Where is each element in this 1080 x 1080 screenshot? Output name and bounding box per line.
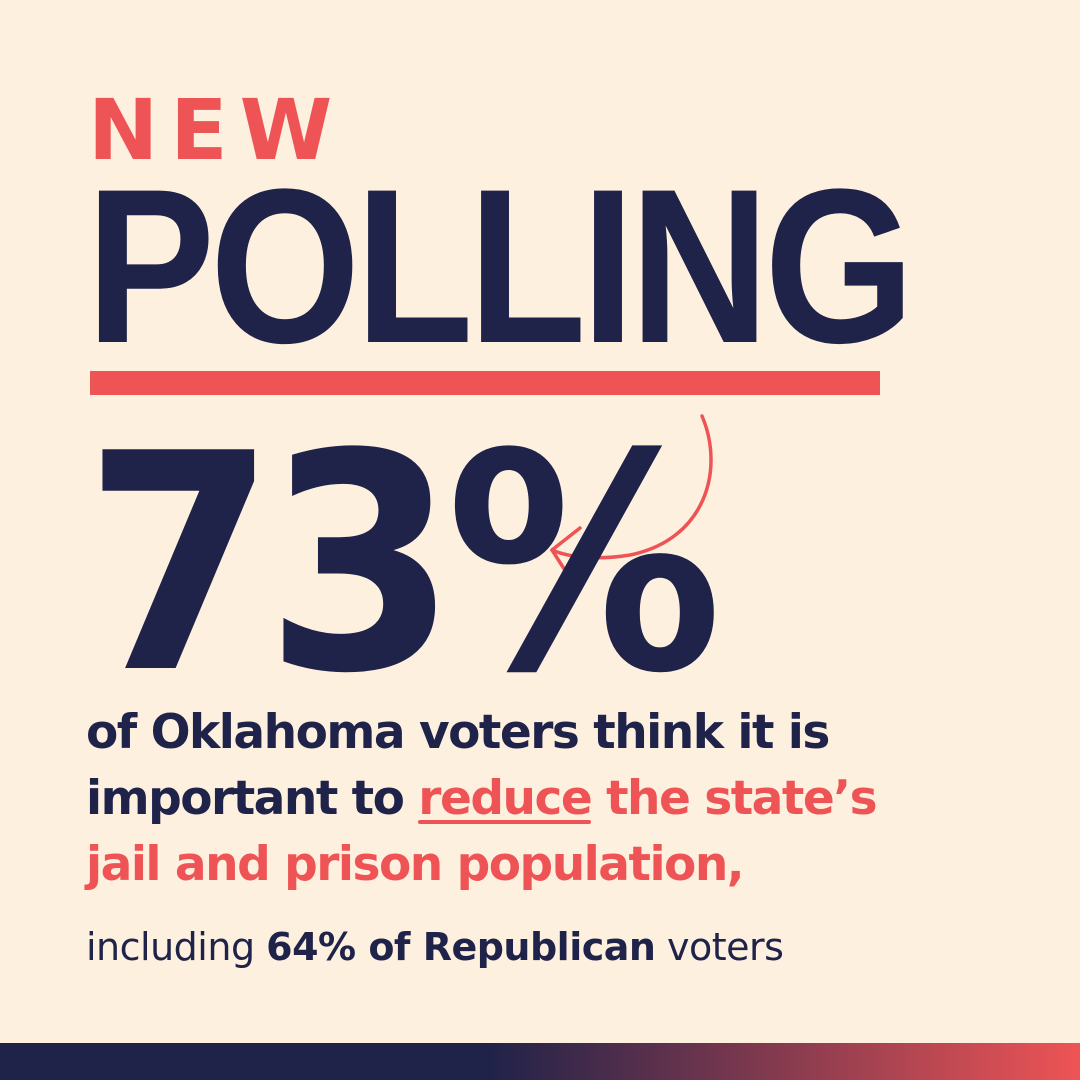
- footnote: including 64% of Republican voters: [86, 922, 986, 972]
- body-line-2: important to reduce the state’s: [86, 766, 986, 832]
- stat-percentage: 73%: [84, 390, 723, 739]
- headline-underline-rule: [90, 371, 880, 395]
- stat-description: of Oklahoma voters think it is important…: [86, 700, 986, 898]
- footer-gradient-bar: [0, 1043, 1080, 1080]
- kicker-label: NEW: [88, 81, 345, 179]
- body-line-2-post: the state’s: [591, 771, 878, 826]
- body-line-3: jail and prison population,: [86, 837, 745, 892]
- headline: POLLING: [86, 143, 915, 389]
- footnote-pre: including: [86, 925, 267, 969]
- body-line-1: of Oklahoma voters think it is: [86, 705, 830, 760]
- body-line-2-pre: important to: [86, 771, 419, 826]
- footnote-post: voters: [655, 925, 784, 969]
- highlight-word: reduce: [418, 771, 593, 826]
- highlight-word-text: reduce: [418, 771, 592, 826]
- curved-arrow-icon: [550, 414, 713, 580]
- highlight-underline: [418, 820, 592, 824]
- footnote-bold: 64% of Republican: [266, 925, 656, 969]
